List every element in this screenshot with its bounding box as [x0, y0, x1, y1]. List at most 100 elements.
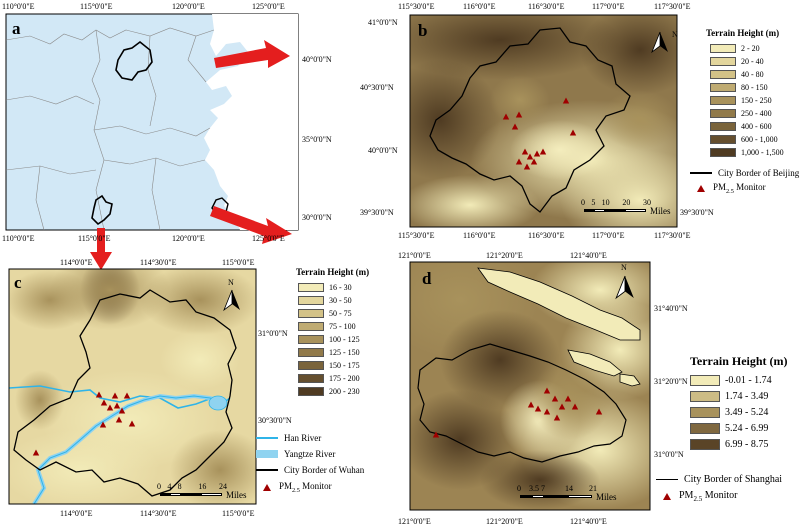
legend-row: 250 - 400 [710, 107, 784, 120]
legend-swatch [298, 361, 324, 370]
panel-c-bottom-tick: 114°0'0"E [60, 509, 93, 518]
legend-row: 3.49 - 5.24 [690, 404, 772, 420]
panel-b-monitor-key: PM2.5 Monitor [690, 182, 766, 195]
panel-b-top-tick: 116°30'0"E [528, 2, 565, 11]
panel-b-monitor-label: PM2.5 Monitor [713, 182, 766, 195]
monitor-marker [502, 113, 510, 120]
monitor-marker [521, 148, 529, 155]
legend-label: 20 - 40 [741, 57, 764, 66]
panel-d-top-tick: 121°40'0"E [570, 251, 607, 260]
legend-swatch [710, 57, 736, 66]
monitor-marker [562, 97, 570, 104]
panel-c-top-tick: 114°30'0"E [140, 258, 177, 267]
legend-swatch [710, 83, 736, 92]
monitor-marker [128, 420, 136, 427]
legend-label: 75 - 100 [329, 322, 356, 331]
legend-label: 150 - 175 [329, 361, 360, 370]
panel-d-map [409, 261, 651, 511]
legend-row: 100 - 125 [298, 333, 360, 346]
monitor-marker [32, 449, 40, 456]
monitor-marker [123, 392, 131, 399]
panel-b-city-border-key: City Border of Beijing [690, 168, 799, 178]
legend-label: 175 - 200 [329, 374, 360, 383]
panel-c-yangtze-river-label: Yangtze River [284, 449, 336, 459]
panel-c-north-arrow: N [222, 278, 242, 317]
panel-d-top-tick: 121°0'0"E [398, 251, 431, 260]
panel-b-top-tick: 116°0'0"E [463, 2, 496, 11]
legend-label: 1,000 - 1,500 [741, 148, 784, 157]
monitor-marker [95, 391, 103, 398]
legend-swatch [710, 44, 736, 53]
panel-c-map [8, 268, 257, 505]
legend-label: 150 - 250 [741, 96, 772, 105]
monitor-marker [515, 111, 523, 118]
panel-a-bottom-tick: 115°0'0"E [78, 234, 111, 243]
monitor-marker [564, 395, 572, 402]
legend-swatch [298, 374, 324, 383]
legend-row: 125 - 150 [298, 346, 360, 359]
monitor-marker [111, 392, 119, 399]
panel-d-bottom-tick: 121°0'0"E [398, 517, 431, 526]
panel-d-scale-bar: 0 3.5 7 14 21 Miles [517, 484, 620, 506]
legend-label: 16 - 30 [329, 283, 352, 292]
panel-d-north-arrow: N [614, 263, 636, 307]
monitor-marker [113, 402, 121, 409]
panel-b-legend-title: Terrain Height (m) [706, 28, 780, 38]
river-line-swatch [256, 437, 278, 439]
legend-swatch [710, 109, 736, 118]
monitor-marker [551, 395, 559, 402]
monitor-marker [595, 408, 603, 415]
panel-b-bottom-tick: 116°30'0"E [528, 231, 565, 240]
panel-b-right-tick: 39°30'0"N [680, 208, 714, 217]
panel-b-city-border-label: City Border of Beijing [718, 168, 800, 178]
scale-tick-label: 0 [581, 198, 585, 207]
scale-unit-label: Miles [596, 492, 617, 502]
panel-d-right-tick: 31°40'0"N [654, 304, 688, 313]
panel-d-bottom-tick: 121°20'0"E [486, 517, 523, 526]
panel-b-left-tick: 40°0'0"N [368, 146, 398, 155]
scale-segment [160, 493, 171, 496]
legend-row: 20 - 40 [710, 55, 784, 68]
panel-b-left-tick: 40°30'0"N [360, 83, 394, 92]
legend-swatch [298, 309, 324, 318]
legend-swatch [690, 438, 720, 450]
panel-c-city-border-label: City Border of Wuhan [284, 465, 365, 475]
panel-a-map [5, 13, 299, 270]
monitor-marker [515, 158, 523, 165]
panel-a-right-tick: 40°0'0"N [302, 55, 332, 64]
legend-row: 30 - 50 [298, 294, 360, 307]
monitor-marker [543, 408, 551, 415]
legend-swatch [710, 96, 736, 105]
monitor-marker [543, 387, 551, 394]
panel-a-right-tick: 35°0'0"N [302, 135, 332, 144]
legend-label: 400 - 600 [741, 122, 772, 131]
legend-swatch [298, 322, 324, 331]
scale-segment [625, 209, 646, 212]
legend-label: 50 - 75 [329, 309, 352, 318]
scale-tick-label: 14 [565, 484, 573, 493]
panel-a-letter: a [12, 19, 21, 38]
border-line-swatch [656, 478, 678, 481]
scale-tick-label: 8 [177, 482, 182, 491]
panel-c-bottom-tick: 115°0'0"E [222, 509, 255, 518]
panel-c-bottom-tick: 114°30'0"E [140, 509, 177, 518]
legend-label: 2 - 20 [741, 44, 760, 53]
panel-c-top-tick: 115°0'0"E [222, 258, 255, 267]
panel-c-north-label: N [228, 278, 234, 287]
monitor-marker [511, 123, 519, 130]
legend-label: 80 - 150 [741, 83, 768, 92]
legend-label: 40 - 80 [741, 70, 764, 79]
scale-tick-label: 20 [622, 198, 631, 207]
panel-a-bottom-tick: 125°0'0"E [252, 234, 285, 243]
legend-label: 125 - 150 [329, 348, 360, 357]
panel-d-legend-title: Terrain Height (m) [690, 354, 788, 368]
monitor-marker [533, 150, 541, 157]
scale-segment [604, 209, 626, 212]
scale-unit-label: Miles [650, 206, 671, 216]
panel-a-top-tick: 110°0'0"E [2, 2, 35, 11]
panel-a-top-tick: 115°0'0"E [80, 2, 113, 11]
panel-c-top-tick: 114°0'0"E [60, 258, 93, 267]
scale-tick-label: 21 [589, 484, 597, 493]
legend-row: 80 - 150 [710, 81, 784, 94]
legend-row: 175 - 200 [298, 372, 360, 385]
